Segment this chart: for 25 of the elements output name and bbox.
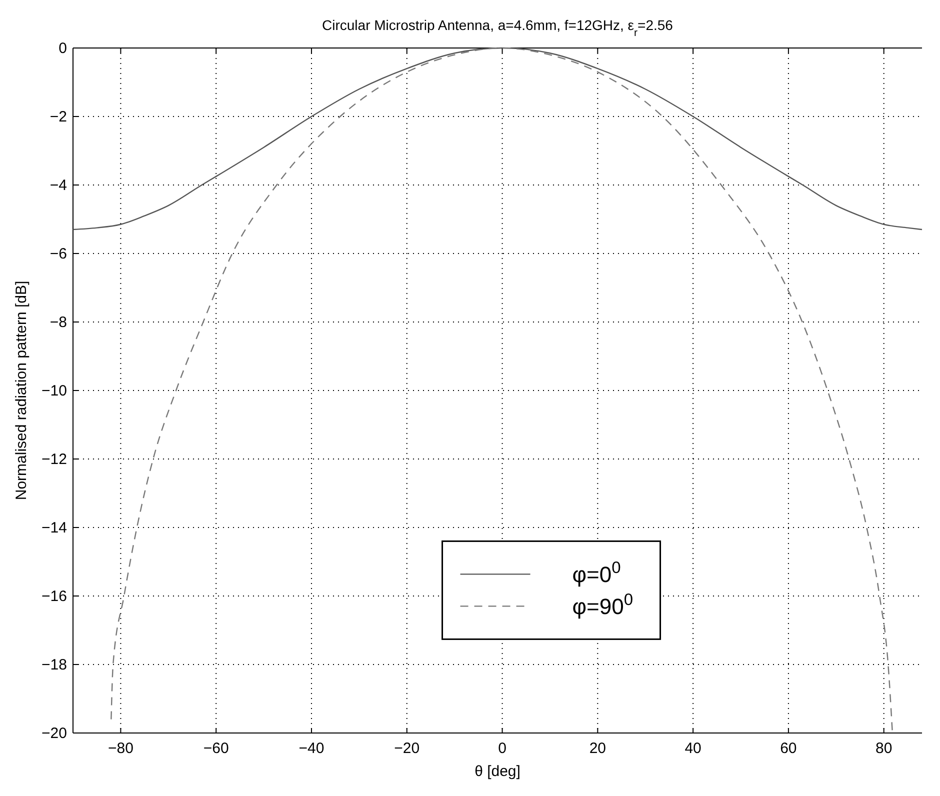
x-tick-label: −20 [394, 740, 420, 757]
y-tick-label: −14 [42, 520, 67, 536]
y-tick-label: −6 [50, 246, 67, 262]
x-tick-label: 40 [684, 740, 702, 757]
y-axis-title: Normalised radiation pattern [dB] [13, 280, 30, 500]
x-tick-label: −40 [298, 740, 324, 757]
y-tick-label: −20 [42, 725, 67, 742]
x-tick-label: 60 [780, 740, 797, 757]
x-tick-label: 80 [876, 740, 892, 757]
y-tick-label: −16 [42, 588, 67, 605]
legend-label: φ=0$^{0}$ [572, 559, 621, 588]
y-tick-label: −2 [50, 108, 67, 126]
y-tick-label: −10 [42, 382, 67, 400]
chart-title: Circular Microstrip Antenna, a=4.6mm, f=12GHz, ε$_{r}$=2.56 [322, 17, 674, 39]
y-tick-label: −8 [50, 314, 67, 331]
y-tick-label: −18 [42, 656, 67, 674]
y-tick-label: 0 [58, 40, 67, 57]
x-tick-label: −60 [203, 740, 229, 757]
y-tick-label: −4 [50, 177, 67, 194]
x-tick-label: −80 [108, 740, 134, 757]
y-tick-label: −12 [42, 451, 67, 468]
x-axis-title: θ [deg] [474, 763, 520, 780]
legend-label: φ=90$^{0}$ [572, 591, 634, 620]
x-tick-label: 20 [589, 740, 606, 757]
x-tick-label: 0 [498, 740, 506, 757]
